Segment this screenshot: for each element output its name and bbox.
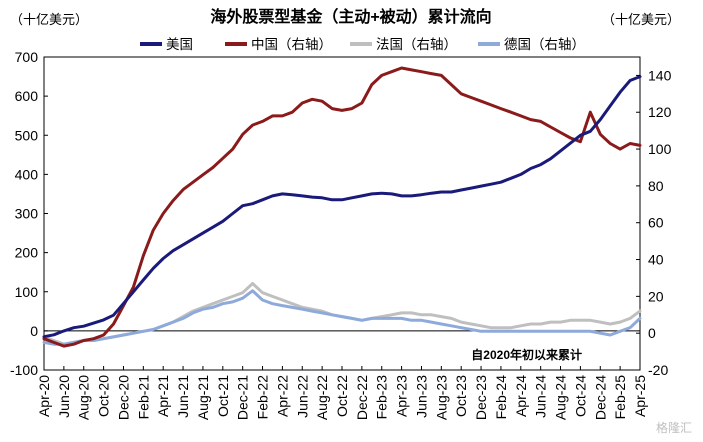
right-tick-label: 0	[648, 325, 656, 341]
x-tick-label: Aug-22	[314, 375, 330, 420]
series-line-1	[42, 66, 642, 348]
x-tick-label: Feb-21	[135, 375, 151, 420]
x-tick-label: Dec-22	[354, 375, 370, 420]
legend-label: 德国（右轴）	[504, 37, 585, 52]
x-tick-label: Apr-22	[274, 375, 290, 417]
x-tick-label: Oct-21	[215, 375, 231, 417]
x-tick-label: Apr-20	[36, 375, 52, 417]
x-tick-label: Aug-23	[433, 375, 449, 420]
series-line-0	[42, 75, 642, 339]
left-tick-label: 200	[15, 245, 39, 261]
x-tick-label: Apr-24	[513, 375, 529, 417]
right-tick-label: 80	[648, 178, 664, 194]
series-line-3	[42, 289, 642, 346]
left-tick-label: 600	[15, 88, 39, 104]
left-axis-unit: （十亿美元）	[10, 12, 88, 27]
legend-label: 中国（右轴）	[251, 37, 332, 52]
x-tick-label: Apr-23	[394, 375, 410, 417]
x-tick-label: Jun-20	[56, 375, 72, 418]
right-tick-label: -20	[648, 362, 668, 378]
x-tick-label: Jun-22	[294, 375, 310, 418]
right-axis-unit: （十亿美元）	[602, 12, 680, 27]
x-tick-label: Feb-24	[493, 375, 509, 420]
x-axis: Apr-20 Jun-20 Aug-20 Oct-20 Dec-20 Feb-21 Apr-…	[36, 366, 648, 420]
x-tick-label: Oct-24	[572, 375, 588, 417]
chart-title: 海外股票型基金（主动+被动）累计流向	[210, 7, 491, 26]
legend-label: 法国（右轴）	[376, 37, 457, 52]
chart-note: 自2020年初以来累计	[471, 347, 582, 362]
x-tick-label: Feb-25	[612, 375, 628, 420]
x-tick-label: Aug-21	[195, 375, 211, 420]
x-tick-label: Dec-23	[473, 375, 489, 420]
left-tick-label: -100	[10, 362, 38, 378]
left-axis: -100 0 100 200 300 400 500 600 700	[10, 49, 48, 378]
x-tick-label: Dec-24	[592, 375, 608, 420]
left-tick-label: 500	[15, 127, 39, 143]
x-tick-label: Aug-20	[76, 375, 92, 420]
x-tick-label: Aug-24	[553, 375, 569, 420]
x-tick-label: Feb-23	[374, 375, 390, 420]
right-tick-label: 120	[648, 104, 672, 120]
x-tick-label: Oct-22	[334, 375, 350, 417]
left-tick-label: 400	[15, 166, 39, 182]
watermark-text: 格隆汇	[656, 420, 692, 435]
x-tick-label: Jun-23	[413, 375, 429, 418]
x-tick-label: Apr-25	[632, 375, 648, 417]
x-tick-label: Jun-24	[533, 375, 549, 418]
x-tick-label: Feb-22	[255, 375, 271, 420]
x-tick-label: Oct-23	[453, 375, 469, 417]
legend: 美国 中国（右轴） 法国（右轴） 德国（右轴）	[140, 37, 585, 52]
x-tick-label: Apr-21	[155, 375, 171, 417]
right-tick-label: 140	[648, 67, 672, 83]
legend-label: 美国	[166, 37, 193, 52]
x-tick-label: Jun-21	[175, 375, 191, 418]
x-tick-label: Dec-21	[235, 375, 251, 420]
left-tick-label: 700	[15, 49, 39, 65]
x-tick-label: Dec-20	[115, 375, 131, 420]
x-tick-label: Oct-20	[96, 375, 112, 417]
right-tick-label: 40	[648, 252, 664, 268]
left-tick-label: 100	[15, 284, 39, 300]
right-tick-label: 20	[648, 288, 664, 304]
right-axis: -20 0 20 40 60 80 100 120 140	[636, 67, 672, 378]
left-tick-label: 300	[15, 206, 39, 222]
left-tick-label: 0	[30, 323, 38, 339]
right-tick-label: 100	[648, 141, 672, 157]
right-tick-label: 60	[648, 215, 664, 231]
series-layer	[42, 66, 642, 348]
